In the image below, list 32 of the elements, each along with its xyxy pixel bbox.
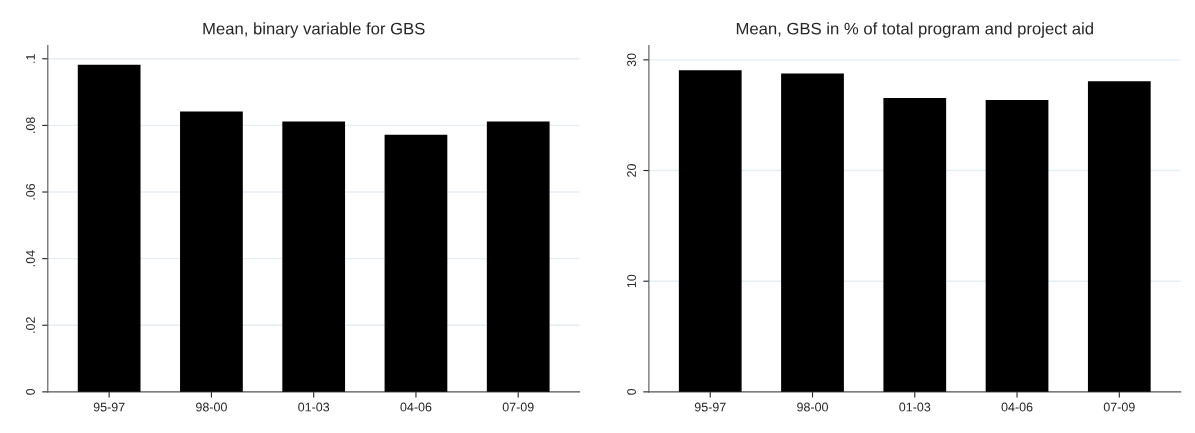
bar	[282, 121, 346, 392]
x-tick-label: 98-00	[196, 402, 227, 412]
y-tick-label: .1	[26, 54, 35, 63]
y-tick-label: .02	[26, 317, 35, 333]
y-tick-label: 20	[627, 164, 636, 177]
bar	[384, 134, 448, 392]
x-tick-label: 01-03	[298, 402, 330, 412]
bar	[77, 64, 141, 392]
x-tick-label: 07-09	[502, 402, 534, 412]
chart-title: Mean, GBS in % of total program and project aid	[736, 22, 1093, 38]
x-tick-label: 98-00	[797, 402, 829, 412]
chart-title: Mean, binary variable for GBS	[203, 22, 425, 38]
y-tick-label: .04	[26, 250, 35, 267]
x-tick-label: 01-03	[899, 402, 931, 412]
x-tick-label: 07-09	[1103, 402, 1135, 412]
y-tick-label: 30	[627, 53, 636, 67]
bar	[781, 73, 844, 392]
y-tick-label: 0	[627, 388, 636, 395]
bar	[486, 121, 550, 392]
x-tick-label: 04-06	[400, 402, 432, 412]
x-tick-label: 95-97	[694, 402, 726, 412]
x-tick-label: 95-97	[93, 402, 125, 412]
bar	[985, 100, 1049, 392]
bar	[678, 70, 742, 392]
x-tick-label: 04-06	[1001, 402, 1033, 412]
y-tick-label: .06	[26, 183, 35, 200]
y-tick-label: 10	[627, 274, 636, 288]
y-tick-label: .08	[26, 117, 35, 133]
bar	[1087, 81, 1151, 392]
bar	[883, 97, 947, 392]
y-tick-label: 0	[26, 388, 35, 395]
bar	[180, 111, 243, 392]
